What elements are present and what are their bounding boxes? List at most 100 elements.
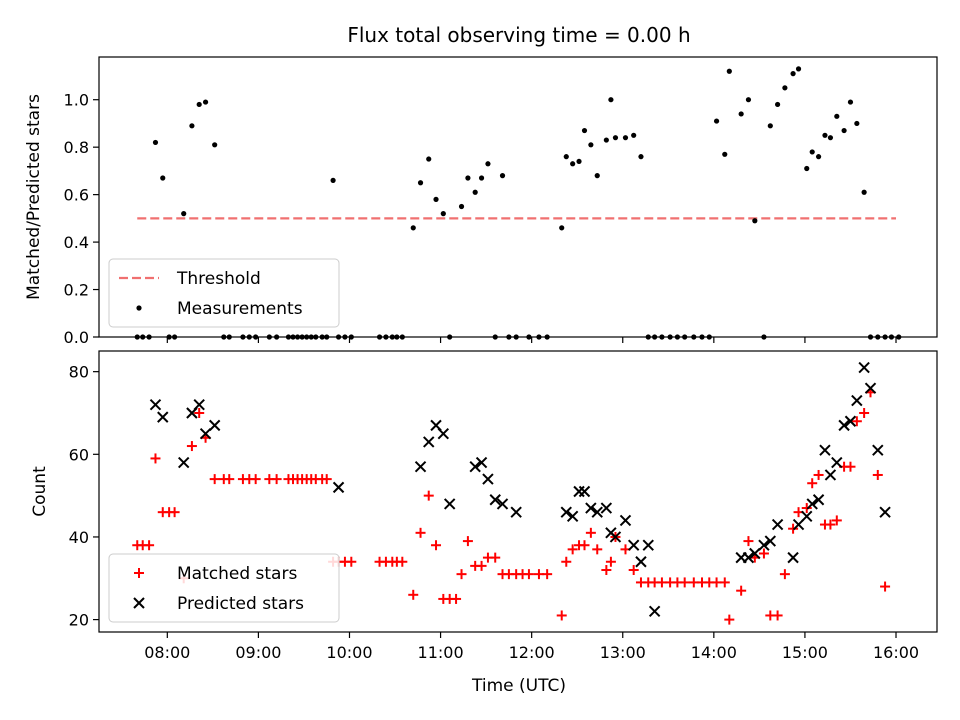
predicted-star-point [496,498,509,510]
matched-star-point [490,552,501,563]
measurement-point [478,175,485,181]
x-tick-label: 13:00 [600,643,646,662]
top-panel: 0.0 0.2 0.4 0.6 0.8 1.0 Matched/Predicted star… [24,56,938,347]
matched-star-point [719,577,730,588]
x-tick-label: 08:00 [144,643,190,662]
measurement-point [638,154,644,160]
predicted-star-point [178,456,190,469]
predicted-star-point [627,539,640,551]
measurement-point [713,118,720,124]
predicted-star-point [742,551,755,564]
matched-star-point [779,569,790,580]
predicted-star-point [801,510,813,523]
matched-star-point [169,507,180,518]
predicted-star-point [648,605,661,618]
measurement-point [745,97,752,103]
predicted-star-point [510,506,522,518]
legend-marker [136,305,142,311]
measurement-point [330,177,336,183]
legend-label: Threshold [176,269,261,289]
predicted-star-point [199,427,212,440]
matched-star-point [415,527,426,538]
matched-star-point [825,519,836,530]
legend-label: Matched stars [177,564,297,584]
measurement-point [722,151,728,157]
measurement-point [458,203,465,210]
predicted-star-point [475,456,488,469]
predicted-star-point [585,502,597,514]
predicted-star-point [591,506,603,518]
predicted-star-point [838,419,850,432]
measurement-point [790,71,796,77]
matched-star-point [743,536,754,547]
measurement-point [440,211,446,217]
matched-star-point [250,474,261,485]
chart-title: Flux total observing time = 0.00 h [347,23,690,47]
measurement-point [774,101,781,108]
matched-star-point [556,610,567,621]
matched-star-point [194,407,205,418]
predicted-star-point [573,485,585,498]
predicted-star-point [872,444,884,456]
series-predicted-stars [149,361,891,618]
matched-star-point [346,556,357,567]
predicted-star-point [758,539,770,551]
predicted-star-point [879,506,891,518]
predicted-star-point [193,399,205,411]
matched-star-point [679,577,690,588]
predicted-star-point [609,531,622,543]
measurement-point [588,142,594,148]
measurement-point [417,180,424,186]
predicted-star-point [469,460,481,473]
predicted-star-point [787,551,799,564]
predicted-star-point [764,535,777,547]
measurement-point [559,225,565,231]
measurement-point [603,137,609,143]
matched-star-point [476,560,487,571]
predicted-star-point [414,460,427,473]
measurement-point [499,173,506,179]
matched-star-point [579,540,590,551]
measurement-point [847,99,854,105]
matched-star-point [772,610,783,621]
predicted-star-point [566,510,579,523]
matched-star-point [431,540,442,551]
legend-marker [134,568,144,578]
legend-label: Predicted stars [177,594,304,614]
measurement-point [576,158,582,165]
y-tick-label: 0.8 [64,138,89,157]
matched-star-point [542,569,553,580]
predicted-star-point [443,498,456,510]
predicted-star-point [578,485,591,498]
panel-2-frame [98,350,938,633]
predicted-star-point [806,498,818,510]
measurement-point [834,113,840,119]
measurement-point [795,66,802,72]
matched-star-point [807,478,818,489]
x-tick-label: 12:00 [509,643,555,662]
measurement-point [433,196,439,202]
predicted-star-point [482,473,494,485]
matched-star-point [736,585,747,596]
matched-star-point [150,453,161,464]
matched-star-point [758,548,769,559]
series-matched-stars [132,387,891,625]
bottom-panel: 20 40 60 80 08:00 09:00 10:00 11:00 12:00 13:00 14… [30,350,938,662]
measurement-point [815,154,822,160]
matched-star-point [628,565,639,576]
matched-star-point [561,556,572,567]
matched-star-point [144,540,155,551]
measurement-point [426,156,432,162]
predicted-star-point [819,444,831,456]
measurement-point [160,175,166,181]
measurement-point [594,173,600,179]
matched-star-point [451,593,462,604]
measurement-point [822,132,828,138]
measurement-point [152,139,159,146]
y-tick-label: 0.0 [64,328,89,347]
predicted-star-point [437,427,450,440]
measurement-point [841,127,847,134]
predicted-star-point [489,494,501,506]
matched-star-point [462,536,473,547]
